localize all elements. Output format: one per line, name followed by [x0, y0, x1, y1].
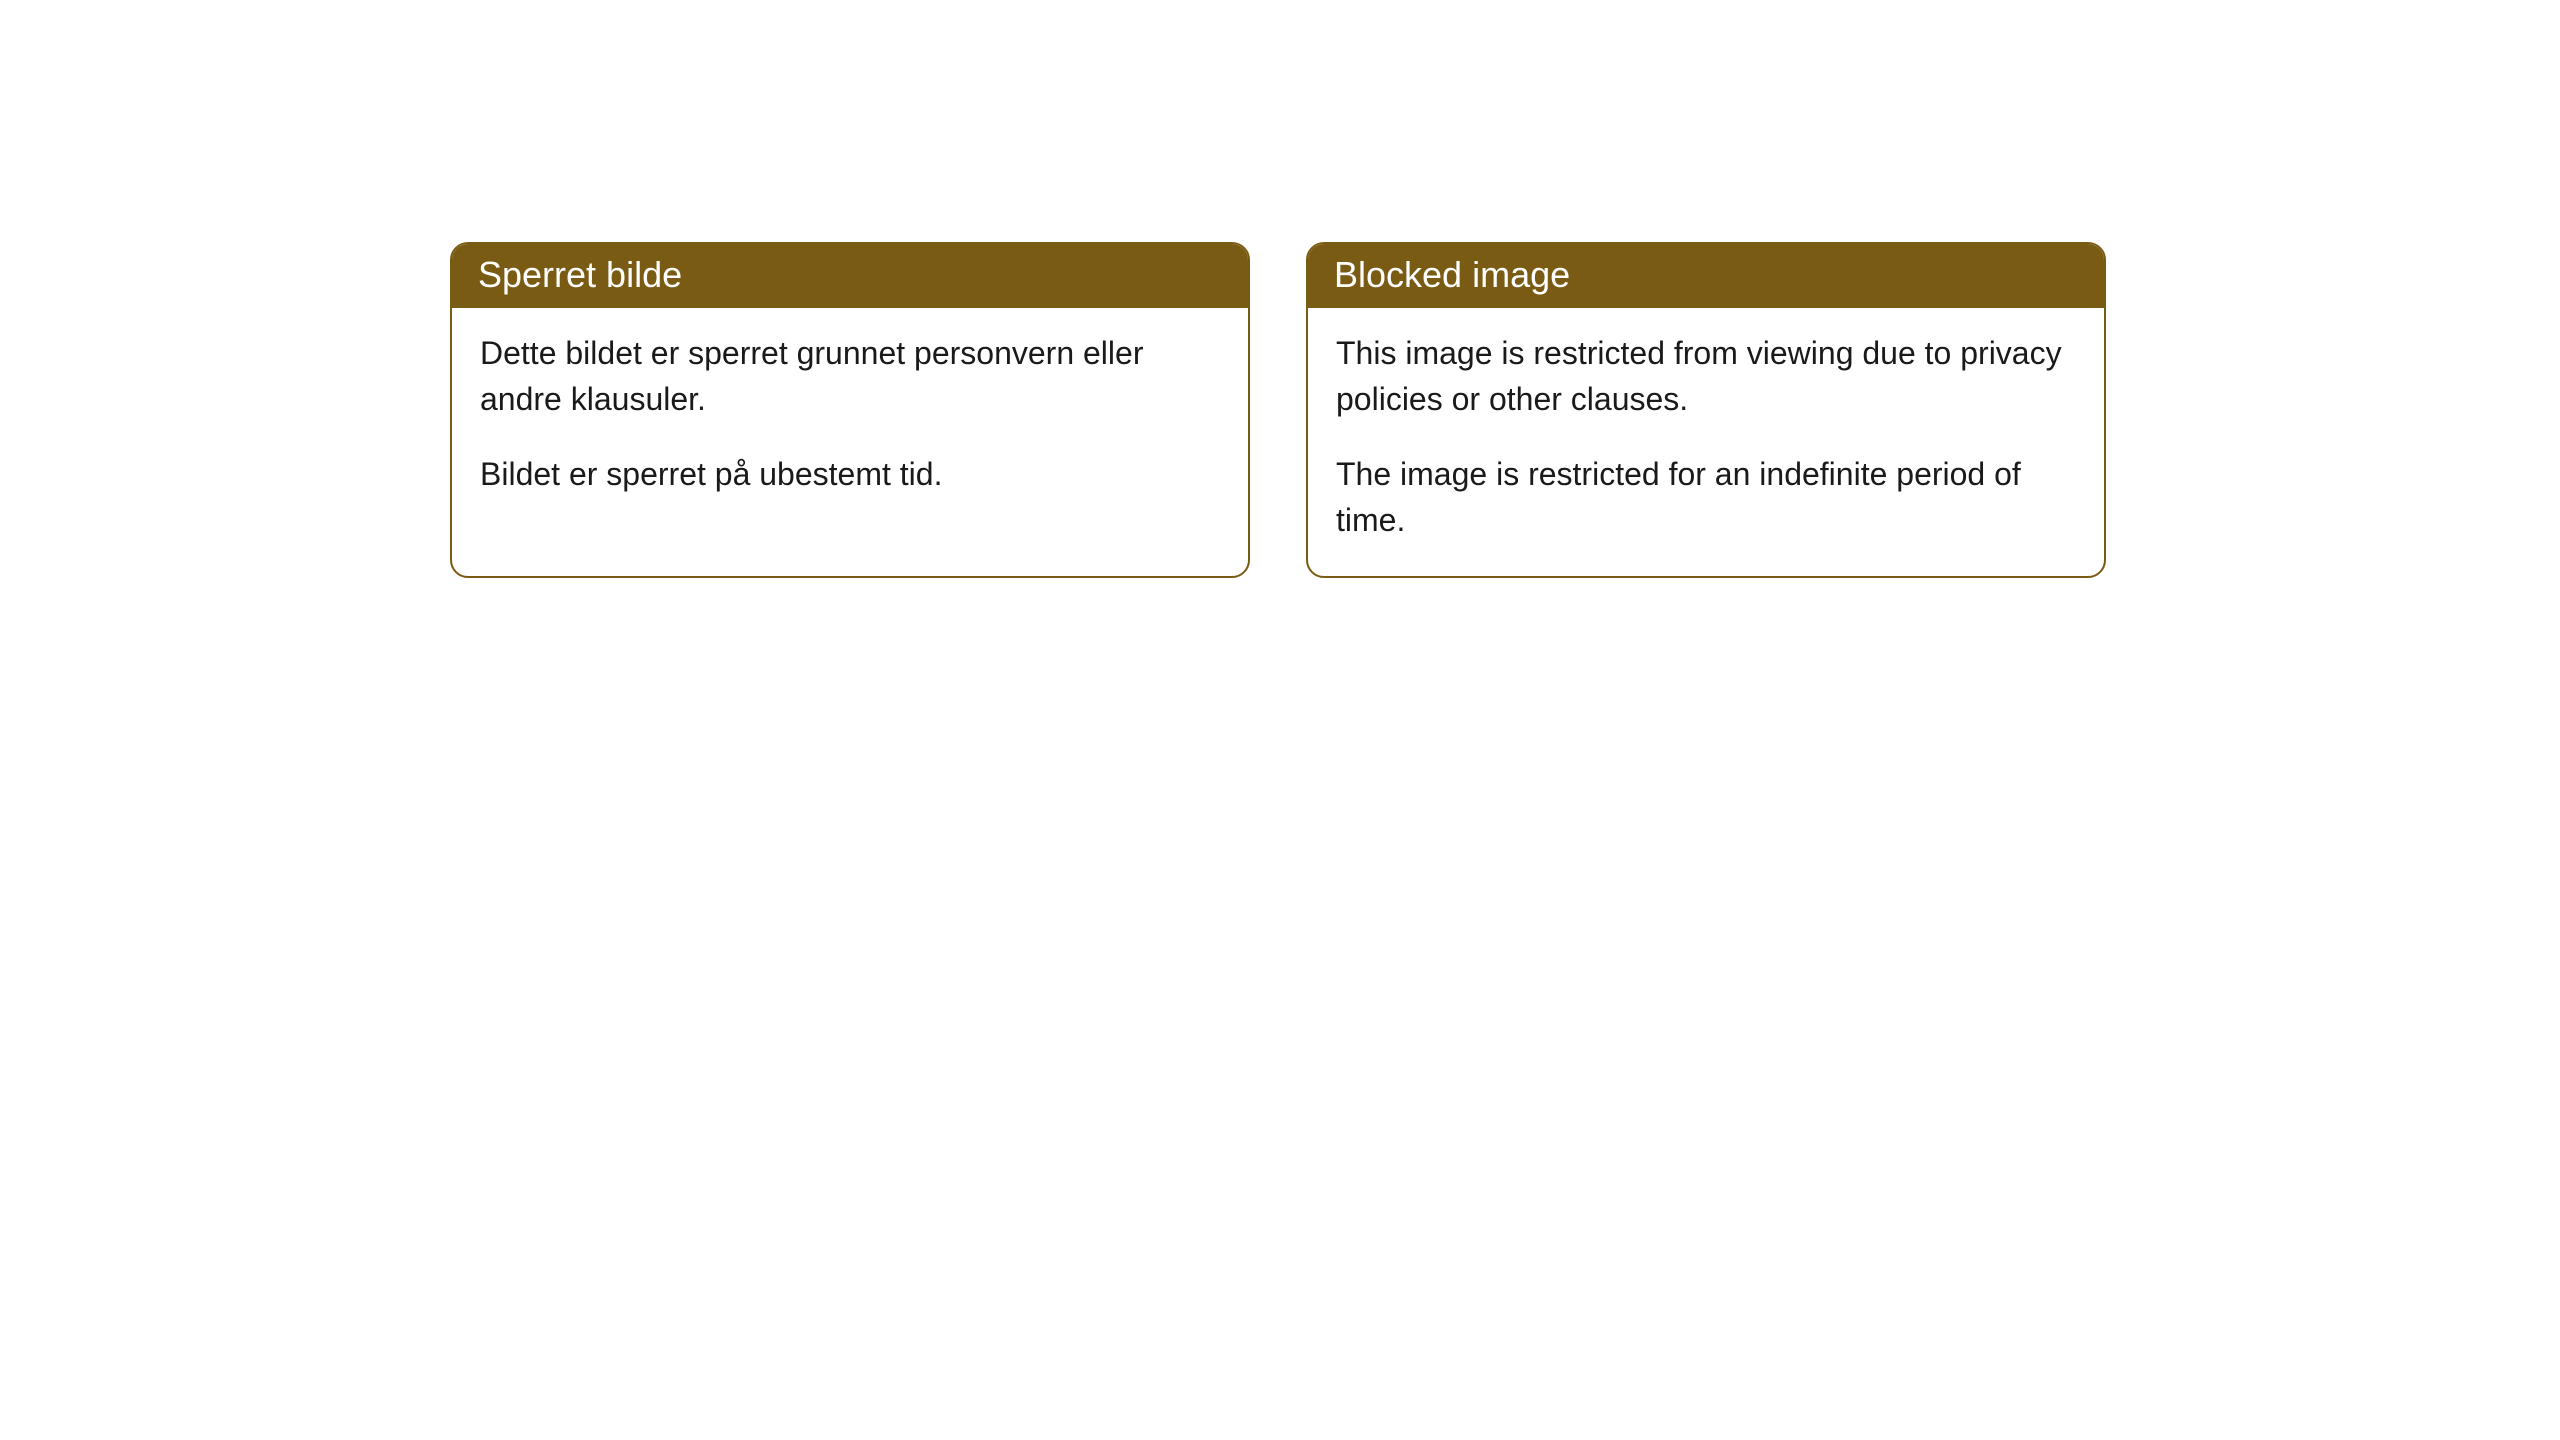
card-title: Blocked image [1334, 254, 1570, 295]
notice-card-norwegian: Sperret bilde Dette bildet er sperret gr… [450, 242, 1250, 578]
card-paragraph: Dette bildet er sperret grunnet personve… [480, 330, 1220, 423]
card-header: Sperret bilde [452, 244, 1248, 308]
card-body: Dette bildet er sperret grunnet personve… [452, 308, 1248, 529]
card-header: Blocked image [1308, 244, 2104, 308]
card-body: This image is restricted from viewing du… [1308, 308, 2104, 576]
card-title: Sperret bilde [478, 254, 682, 295]
notice-card-english: Blocked image This image is restricted f… [1306, 242, 2106, 578]
card-paragraph: Bildet er sperret på ubestemt tid. [480, 451, 1220, 497]
notice-cards-container: Sperret bilde Dette bildet er sperret gr… [0, 0, 2560, 578]
card-paragraph: This image is restricted from viewing du… [1336, 330, 2076, 423]
card-paragraph: The image is restricted for an indefinit… [1336, 451, 2076, 544]
